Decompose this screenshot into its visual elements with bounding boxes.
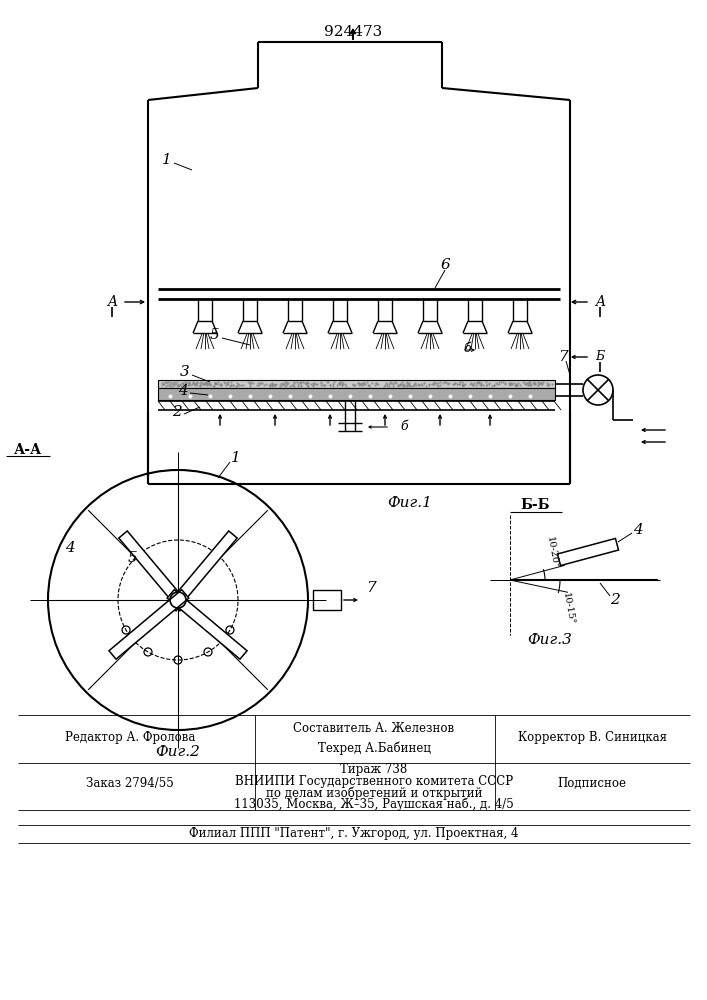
Text: 1: 1 [231,451,241,465]
Text: ВНИИПИ Государственного комитета СССР: ВНИИПИ Государственного комитета СССР [235,776,513,788]
Text: A: A [107,295,117,309]
Text: 4: 4 [633,523,643,537]
Text: Техред А.Бабинец: Техред А.Бабинец [317,741,431,755]
Text: 2: 2 [610,593,620,607]
Text: Филиал ППП "Патент", г. Ужгород, ул. Проектная, 4: Филиал ППП "Патент", г. Ужгород, ул. Про… [189,826,519,840]
Polygon shape [109,590,189,659]
Text: Заказ 2794/55: Заказ 2794/55 [86,776,174,790]
Text: A: A [595,295,605,309]
Text: Фиг.2: Фиг.2 [156,745,201,759]
Polygon shape [557,538,619,566]
Text: 7: 7 [558,350,568,364]
Polygon shape [168,531,237,611]
Text: б: б [400,420,408,434]
Text: 6: 6 [440,258,450,272]
Text: 5: 5 [128,551,138,565]
Text: 4: 4 [65,541,75,555]
Text: Подписное: Подписное [558,776,626,790]
Bar [158,388,555,400]
Text: 10-15°: 10-15° [561,592,575,626]
Text: 7: 7 [366,581,376,595]
Text: Корректор В. Синицкая: Корректор В. Синицкая [518,730,667,744]
Text: Фиг.1: Фиг.1 [387,496,433,510]
Text: Б-Б: Б-Б [520,498,550,512]
Text: 1: 1 [162,153,172,167]
Text: 4: 4 [178,384,188,398]
Text: Б: Б [595,351,604,363]
Bar [313,590,341,610]
Text: 10-20°: 10-20° [544,536,559,570]
Text: Редактор А. Фролова: Редактор А. Фролова [65,730,195,744]
Text: 113035, Москва, Ж–35, Раушская наб., д. 4/5: 113035, Москва, Ж–35, Раушская наб., д. … [234,797,514,811]
Text: Тираж 738: Тираж 738 [340,764,408,776]
Text: Составитель А. Железнов: Составитель А. Железнов [293,722,455,734]
Text: 5: 5 [210,328,220,342]
Text: по делам изобретений и открытий: по делам изобретений и открытий [266,786,482,800]
Text: Фиг.3: Фиг.3 [527,633,573,647]
Text: б: б [463,342,471,355]
Text: А-А: А-А [14,443,42,457]
Bar [158,380,555,388]
Polygon shape [167,590,247,659]
Text: 3: 3 [180,365,190,379]
Polygon shape [119,531,188,611]
Text: 2: 2 [172,405,182,419]
Text: 924473: 924473 [324,25,382,39]
